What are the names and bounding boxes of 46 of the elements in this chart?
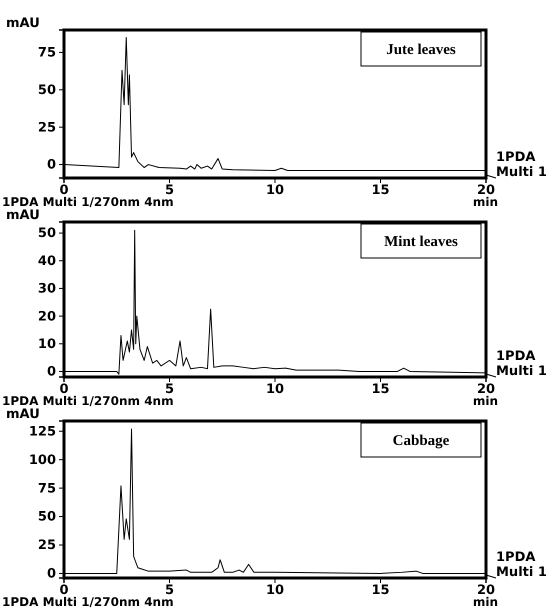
y-tick-label: 25 bbox=[38, 120, 56, 136]
x-tick-label: 5 bbox=[164, 182, 174, 198]
y-tick-label: 50 bbox=[38, 226, 56, 242]
x-tick-label: 15 bbox=[371, 182, 390, 198]
y-tick-label: 100 bbox=[28, 452, 56, 468]
x-tick-label: 20 bbox=[476, 182, 496, 198]
x-tick-label: 10 bbox=[266, 582, 284, 598]
text: Cabbage bbox=[392, 433, 450, 449]
y-tick-label: 75 bbox=[38, 46, 56, 61]
y-tick-label: 50 bbox=[38, 82, 56, 98]
y-axis-title: mAU bbox=[6, 407, 40, 422]
x-tick-label: 15 bbox=[371, 582, 390, 598]
text: 1PDA Multi 1/270nm 4nm bbox=[2, 195, 174, 209]
x-tick-label: 0 bbox=[59, 382, 69, 397]
text: 1PDA Multi 1 bbox=[496, 349, 547, 379]
y-tick-label: 0 bbox=[46, 364, 56, 380]
x-axis-title: min bbox=[472, 394, 498, 408]
y-tick-label: 0 bbox=[46, 566, 56, 582]
y-tick-label: 40 bbox=[38, 254, 56, 269]
text: Mint leaves bbox=[384, 234, 458, 250]
y-tick-label: 125 bbox=[28, 424, 56, 440]
text: 1PDA Multi 1/270nm 4nm bbox=[2, 595, 174, 609]
x-tick-label: 0 bbox=[59, 182, 69, 198]
x-tick-label: 10 bbox=[266, 382, 284, 397]
text: Jute leaves bbox=[386, 42, 456, 58]
x-tick-label: 5 bbox=[164, 382, 174, 397]
y-tick-label: 10 bbox=[38, 336, 56, 352]
y-tick-label: 0 bbox=[46, 158, 56, 173]
y-tick-label: 75 bbox=[38, 481, 56, 496]
x-tick-label: 20 bbox=[476, 382, 496, 397]
x-tick-label: 5 bbox=[164, 582, 174, 598]
y-tick-label: 50 bbox=[38, 510, 56, 525]
x-axis-title: min bbox=[472, 195, 498, 209]
text: 1PDA Multi 1 bbox=[496, 150, 547, 180]
x-tick-label: 0 bbox=[59, 582, 69, 598]
y-axis-title: mAU bbox=[6, 16, 40, 31]
x-axis-title: min bbox=[472, 595, 498, 609]
x-tick-label: 20 bbox=[476, 582, 496, 598]
y-tick-label: 30 bbox=[38, 282, 56, 297]
y-tick-label: 20 bbox=[38, 309, 56, 324]
y-axis-title: mAU bbox=[6, 208, 40, 223]
x-tick-label: 10 bbox=[266, 182, 284, 198]
text: 1PDA Multi 1/270nm 4nm bbox=[2, 394, 174, 408]
x-tick-label: 15 bbox=[371, 382, 390, 397]
text: 1PDA Multi 1 bbox=[496, 550, 547, 580]
y-tick-label: 25 bbox=[38, 538, 56, 554]
